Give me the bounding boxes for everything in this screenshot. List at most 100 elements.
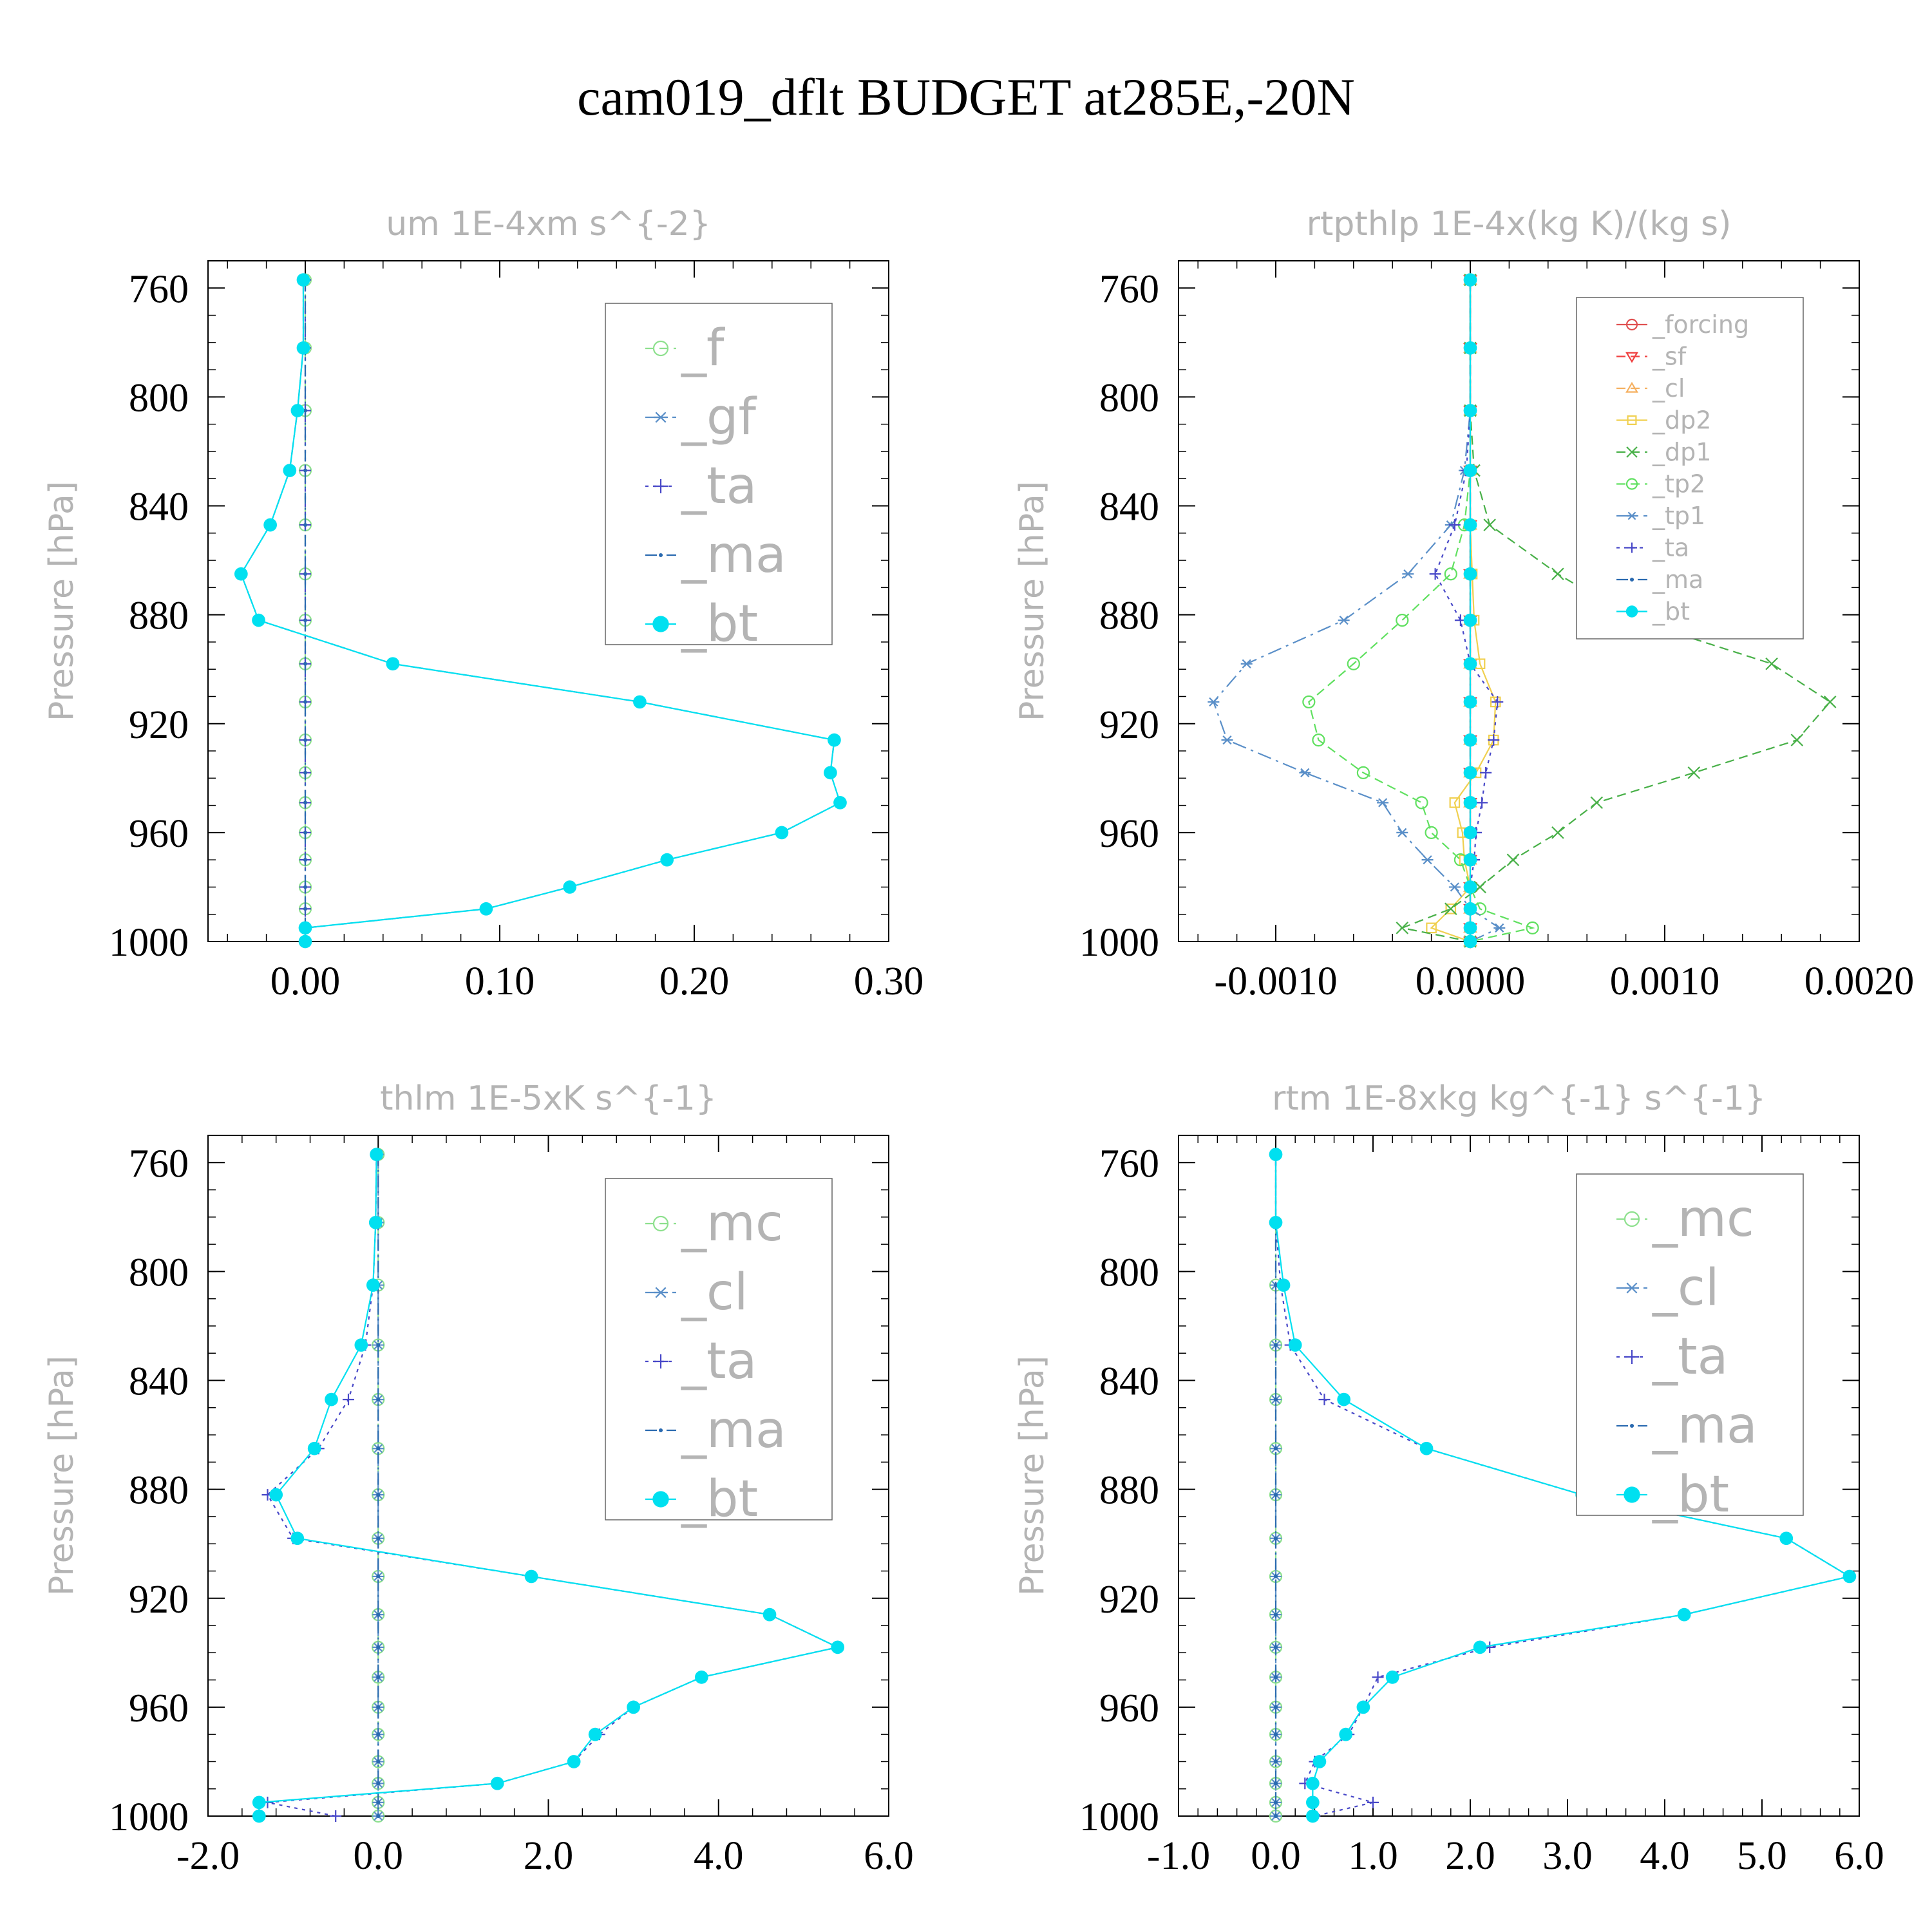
data-point	[1338, 616, 1350, 625]
legend-item: _sf	[1616, 343, 1687, 371]
data-point	[325, 1392, 338, 1406]
legend-label: _ma	[681, 526, 786, 584]
data-point	[376, 1814, 381, 1818]
x-tick-label: 1.0	[1348, 1834, 1398, 1878]
data-point	[831, 1640, 845, 1654]
y-tick-label: 800	[129, 1251, 189, 1294]
y-tick-label: 1000	[109, 1795, 189, 1839]
y-tick-label: 920	[1099, 703, 1159, 747]
data-point	[303, 885, 307, 889]
data-point	[1463, 518, 1477, 532]
data-point	[1274, 1343, 1278, 1347]
data-point	[1312, 734, 1325, 747]
legend-label: _cl	[1652, 374, 1685, 402]
data-point	[376, 1705, 381, 1709]
data-point	[1274, 1645, 1278, 1649]
data-point	[1302, 695, 1316, 709]
legend-label: _cl	[1652, 1259, 1719, 1317]
data-point	[303, 618, 307, 623]
data-point	[376, 1613, 381, 1617]
data-point	[1312, 1755, 1327, 1768]
legend-label: _bt	[681, 1470, 758, 1528]
data-point	[479, 902, 493, 916]
data-point	[1396, 828, 1408, 837]
x-tick-label: 0.30	[854, 960, 924, 1003]
legend-swatch-marker	[1626, 446, 1638, 458]
legend-label: _f	[681, 319, 725, 377]
data-point	[376, 1397, 381, 1402]
legend-item: _dp1	[1616, 438, 1711, 466]
data-point	[1463, 404, 1477, 417]
data-point	[1463, 567, 1477, 581]
x-tick-label: 6.0	[864, 1834, 914, 1878]
legend-item: _ma	[1616, 565, 1703, 594]
y-tick-label: 1000	[1079, 921, 1159, 965]
data-point	[833, 796, 847, 810]
data-point	[1463, 853, 1477, 867]
y-axis-label: Pressure [hPa]	[1013, 1356, 1052, 1596]
panel-title: um 1E-4xm s^{-2}	[386, 205, 711, 243]
panel-title: rtm 1E-8xkg kg^{-1} s^{-1}	[1272, 1079, 1766, 1118]
data-point	[386, 657, 400, 671]
data-point	[1396, 613, 1409, 627]
data-point	[1476, 797, 1488, 809]
x-tick-label: -2.0	[176, 1834, 240, 1878]
y-tick-label: 760	[1099, 1142, 1159, 1186]
data-point	[1274, 1446, 1278, 1451]
y-tick-label: 880	[1099, 594, 1159, 638]
data-point	[1274, 1781, 1278, 1786]
data-point	[1415, 796, 1428, 810]
legend-swatch-marker	[1625, 1350, 1639, 1364]
panel-title: rtpthlp 1E-4x(kg K)/(kg s)	[1307, 205, 1732, 243]
data-point	[1463, 796, 1477, 810]
legend-label: _ma	[1652, 565, 1703, 594]
data-point	[252, 613, 265, 627]
y-axis-label: Pressure [hPa]	[1013, 481, 1052, 721]
series-line	[1430, 279, 1497, 943]
series-line	[240, 279, 841, 942]
data-point	[263, 518, 277, 532]
legend-box	[1576, 297, 1804, 639]
legend-label: _mc	[681, 1195, 783, 1253]
data-point	[252, 1795, 266, 1810]
legend-item: _bt	[645, 1470, 758, 1528]
data-point	[490, 1776, 504, 1790]
data-point	[563, 880, 577, 894]
series-tp1	[1208, 275, 1506, 947]
data-point	[303, 699, 307, 704]
data-point	[1551, 826, 1564, 839]
legend: _forcing _sf _cl _dp2 _dp1 _tp2 _tp1 _ta _ma _bt	[1576, 297, 1804, 639]
x-tick-label: 0.0000	[1416, 960, 1526, 1003]
y-tick-label: 960	[129, 812, 189, 856]
data-point	[1483, 518, 1496, 531]
legend: _f _gf _ta _ma _bt	[605, 303, 833, 653]
legend-item: _ta	[645, 457, 757, 515]
legend-swatch-marker	[654, 479, 668, 493]
legend-label: _forcing	[1652, 310, 1749, 339]
series-bt	[252, 1148, 845, 1823]
data-point	[1687, 766, 1701, 779]
data-point	[376, 1574, 381, 1578]
panel-title: thlm 1E-5xK s^{-1}	[380, 1079, 717, 1118]
data-point	[775, 826, 789, 840]
x-tick-label: 0.00	[270, 960, 341, 1003]
data-point	[1492, 696, 1504, 708]
data-point	[1779, 1531, 1794, 1546]
data-point	[298, 921, 312, 935]
data-point	[269, 1488, 283, 1502]
legend-swatch-marker	[1627, 415, 1637, 425]
legend-box	[1576, 1173, 1804, 1516]
y-tick-label: 1000	[109, 921, 189, 965]
data-point	[1274, 1283, 1278, 1287]
y-tick-label: 840	[129, 1360, 189, 1404]
legend-item: _ta	[645, 1332, 757, 1390]
data-point	[1463, 902, 1477, 916]
legend-swatch-marker	[654, 1354, 668, 1368]
data-point	[1269, 1148, 1283, 1161]
x-tick-label: 2.0	[524, 1834, 574, 1878]
data-point	[1463, 464, 1477, 477]
data-point	[1526, 921, 1539, 934]
legend-swatch-marker	[1625, 1282, 1639, 1294]
legend-label: _bt	[1652, 598, 1690, 626]
data-point	[290, 404, 305, 417]
